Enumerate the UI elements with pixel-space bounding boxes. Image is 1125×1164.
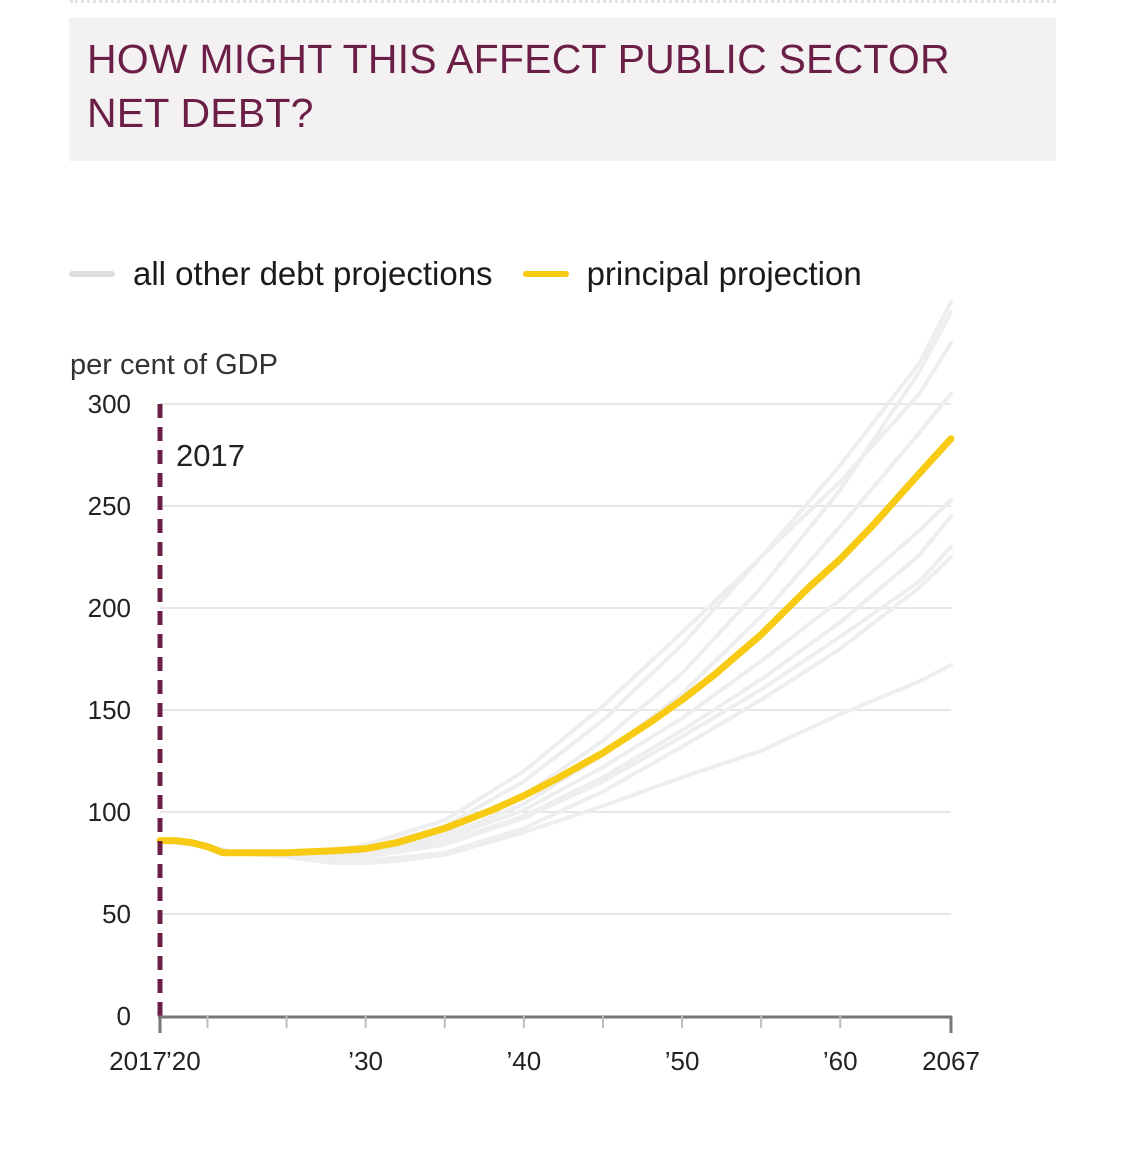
principal-projection-line [156,435,955,857]
y-tick-label-250: 250 [88,491,131,521]
x-tick-label-2017: 2017 [109,1046,167,1076]
legend-label-other: all other debt projections [133,255,493,292]
marker-2017-label: 2017 [176,438,245,473]
x-tick-label-2060: ’60 [823,1046,858,1076]
y-tick-label-0: 0 [117,1001,131,1031]
x-tick-label-2050: ’50 [665,1046,700,1076]
grid-layer [160,403,951,915]
x-tick-label-2030: ’30 [348,1046,383,1076]
legend-swatch-principal [522,271,569,277]
legend-item-other: all other debt projections [69,255,493,293]
series-line-other-9 [158,663,953,865]
legend-label-principal: principal projection [586,255,862,292]
y-tick-label-200: 200 [88,593,131,623]
legend-item-principal: principal projection [522,255,862,293]
y-tick-label-50: 50 [102,899,131,929]
series-line-other-3 [158,391,953,857]
y-tick-label-100: 100 [88,797,131,827]
y-tick-labels: 0 50 100 150 200 250 300 [88,389,131,1031]
top-rule [70,0,1056,7]
y-tick-label-150: 150 [88,695,131,725]
x-tick-label-2067: 2067 [922,1046,980,1076]
y-tick-label-300: 300 [88,389,131,419]
x-axis: 2017’20 ’30 ’40 ’50 ’60 2067 [109,1015,980,1076]
x-tick-label-2020: ’20 [166,1046,201,1076]
chart-title: HOW MIGHT THIS AFFECT PUBLIC SECTOR NET … [87,36,950,136]
y-axis-title: per cent of GDP [70,349,278,381]
x-tick-label-2040: ’40 [507,1046,542,1076]
series-line-principal [156,435,955,857]
legend: all other debt projections principal pro… [69,252,892,296]
title-box: HOW MIGHT THIS AFFECT PUBLIC SECTOR NET … [69,18,1056,161]
series-line-other-7 [158,544,953,859]
legend-swatch-other [69,271,115,277]
series-line-other-1 [158,310,953,857]
marker-layer: 2017 [157,404,245,1016]
